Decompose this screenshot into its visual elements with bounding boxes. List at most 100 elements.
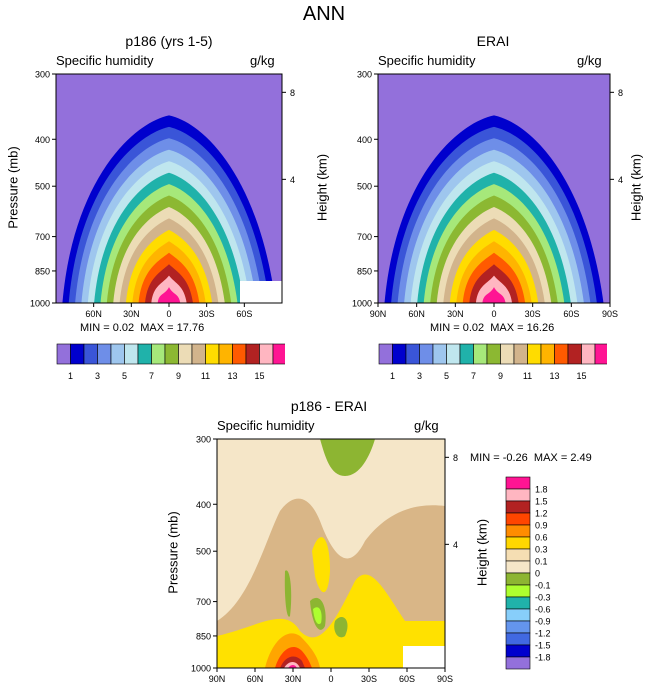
colorbar-swatch-15 xyxy=(505,656,531,670)
y-right-tick-label-8: 8 xyxy=(618,88,623,98)
y-tick-label-850: 850 xyxy=(35,266,50,276)
stats-min-label: MIN = xyxy=(430,322,460,334)
colorbar-diff: 1.8 1.5 1.2 0.9 0.6 0.3 0.1 0 -0.1 -0.3 -0.6 -0.9 -1… xyxy=(505,476,551,670)
contour-band-yellow xyxy=(217,574,445,668)
colorbar-swatch-12 xyxy=(218,343,233,365)
colorbar-label-1: 1 xyxy=(68,371,73,381)
colorbar-swatch-3 xyxy=(97,343,112,365)
colorbar-label-14: -1.8 xyxy=(535,653,551,663)
colorbar-label-8: -0.1 xyxy=(535,581,551,591)
stats-max-label: MAX = xyxy=(490,322,524,334)
colorbar-label-9: -0.3 xyxy=(535,593,551,603)
page-title: ANN xyxy=(302,3,346,25)
stats-max-value: 17.76 xyxy=(176,322,205,334)
colorbar-swatch-6 xyxy=(137,343,152,365)
colorbar-swatch-4 xyxy=(432,343,447,365)
y-right-tick-label-8: 8 xyxy=(290,88,295,98)
contour-band-lightgreen xyxy=(313,607,322,625)
stats-min-label: MIN = xyxy=(470,452,500,464)
colorbar-label-3: 3 xyxy=(95,371,100,381)
y-tick-label-400: 400 xyxy=(357,135,372,145)
colorbar-swatch-9 xyxy=(505,584,531,598)
colorbar-swatch-4 xyxy=(110,343,125,365)
colorbar-label-4: 0.6 xyxy=(535,533,548,543)
colorbar-label-9: 9 xyxy=(498,371,503,381)
y-right-tick-label-4: 4 xyxy=(618,175,623,185)
contour-band-level-16 xyxy=(482,287,506,303)
colorbar-swatch-8 xyxy=(505,572,531,586)
stats-max-label: MAX = xyxy=(140,322,174,334)
contour-band-yellow-upper xyxy=(312,537,330,593)
stats-obs: MIN = 0.02 MAX = 16.26 xyxy=(430,322,554,334)
y-tick-label-1000: 1000 xyxy=(191,664,211,674)
colorbar-swatch-0 xyxy=(505,476,531,490)
colorbar-swatch-9 xyxy=(178,343,193,365)
subtitle-right-obs: g/kg xyxy=(577,53,602,68)
y-tick-label-300: 300 xyxy=(35,70,50,80)
x-tick-label-30N: 30N xyxy=(285,674,302,684)
colorbar-swatch-3 xyxy=(419,343,434,365)
colorbar-label-5: 5 xyxy=(122,371,127,381)
subtitle-left-diff: Specific humidity xyxy=(217,418,315,433)
x-tick-label-90N: 90N xyxy=(209,674,226,684)
stats-max-value: 2.49 xyxy=(570,452,592,464)
colorbar-swatch-5 xyxy=(446,343,461,365)
colorbar-label-13: 13 xyxy=(549,371,559,381)
stats-min-value: 0.02 xyxy=(112,322,135,334)
contour-plot-obs: 300 400 500 700 850 1000 8 4 90N 60N 30N 0 30S 60S 90S xyxy=(352,70,623,320)
colorbar-obs: 1 3 5 7 9 11 13 15 xyxy=(378,343,607,381)
colorbar-swatch-7 xyxy=(505,560,531,574)
y-tick-label-700: 700 xyxy=(357,232,372,242)
colorbar-swatch-10 xyxy=(513,343,528,365)
x-tick-label-60N: 60N xyxy=(85,309,102,319)
contour-band-green-top xyxy=(320,439,375,476)
y-tick-label-300: 300 xyxy=(196,435,211,445)
stats-max-value: 16.26 xyxy=(526,322,555,334)
colorbar-label-13: 13 xyxy=(227,371,237,381)
colorbar-swatch-2 xyxy=(83,343,98,365)
colorbar-label-11: 11 xyxy=(523,371,532,381)
colorbar-swatch-8 xyxy=(486,343,501,365)
contour-band-green-mid2 xyxy=(334,616,348,638)
contour-band-pink xyxy=(284,661,300,668)
panel-title-obs: ERAI xyxy=(476,33,510,49)
colorbar-swatch-2 xyxy=(405,343,420,365)
x-tick-label-0: 0 xyxy=(491,309,496,319)
y-tick-label-850: 850 xyxy=(357,266,372,276)
stats-model: MIN = 0.02 MAX = 17.76 xyxy=(80,322,204,334)
colorbar-swatch-0 xyxy=(56,343,71,365)
colorbar-model: 1 3 5 7 9 11 13 15 xyxy=(56,343,285,381)
x-tick-label-30S: 30S xyxy=(525,309,541,319)
colorbar-label-11: 11 xyxy=(201,371,210,381)
colorbar-swatch-12 xyxy=(505,620,531,634)
colorbar-label-7: 7 xyxy=(471,371,476,381)
colorbar-swatch-11 xyxy=(205,343,220,365)
x-tick-label-60N: 60N xyxy=(408,309,425,319)
y-tick-label-400: 400 xyxy=(196,500,211,510)
colorbar-swatch-13 xyxy=(554,343,569,365)
colorbar-label-15: 15 xyxy=(254,371,264,381)
y-tick-label-400: 400 xyxy=(35,135,50,145)
colorbar-swatch-8 xyxy=(164,343,179,365)
colorbar-swatch-13 xyxy=(505,632,531,646)
x-tick-label-60N: 60N xyxy=(247,674,264,684)
colorbar-label-10: -0.6 xyxy=(535,605,551,615)
y-right-tick-label-4: 4 xyxy=(453,540,458,550)
contour-plot-diff: 300 400 500 700 850 1000 8 4 90N 60N 30N 0 30S 60S 90S xyxy=(191,435,458,685)
colorbar-label-15: 15 xyxy=(576,371,586,381)
x-tick-label-60S: 60S xyxy=(563,309,579,319)
stats-diff: MIN = -0.26 MAX = 2.49 xyxy=(470,452,592,464)
x-tick-label-90N: 90N xyxy=(370,309,387,319)
contour-band-green-thin xyxy=(284,570,292,617)
panel-title-diff: p186 - ERAI xyxy=(290,398,368,414)
colorbar-label-11: -0.9 xyxy=(535,617,551,627)
colorbar-swatch-16 xyxy=(272,343,285,365)
x-tick-label-60S: 60S xyxy=(399,674,415,684)
colorbar-label-6: 0.1 xyxy=(535,557,548,567)
colorbar-label-1: 1 xyxy=(390,371,395,381)
colorbar-label-1: 1.5 xyxy=(535,497,548,507)
colorbar-swatch-7 xyxy=(151,343,166,365)
colorbar-swatch-9 xyxy=(500,343,515,365)
y-tick-label-700: 700 xyxy=(196,597,211,607)
colorbar-label-7: 7 xyxy=(149,371,154,381)
